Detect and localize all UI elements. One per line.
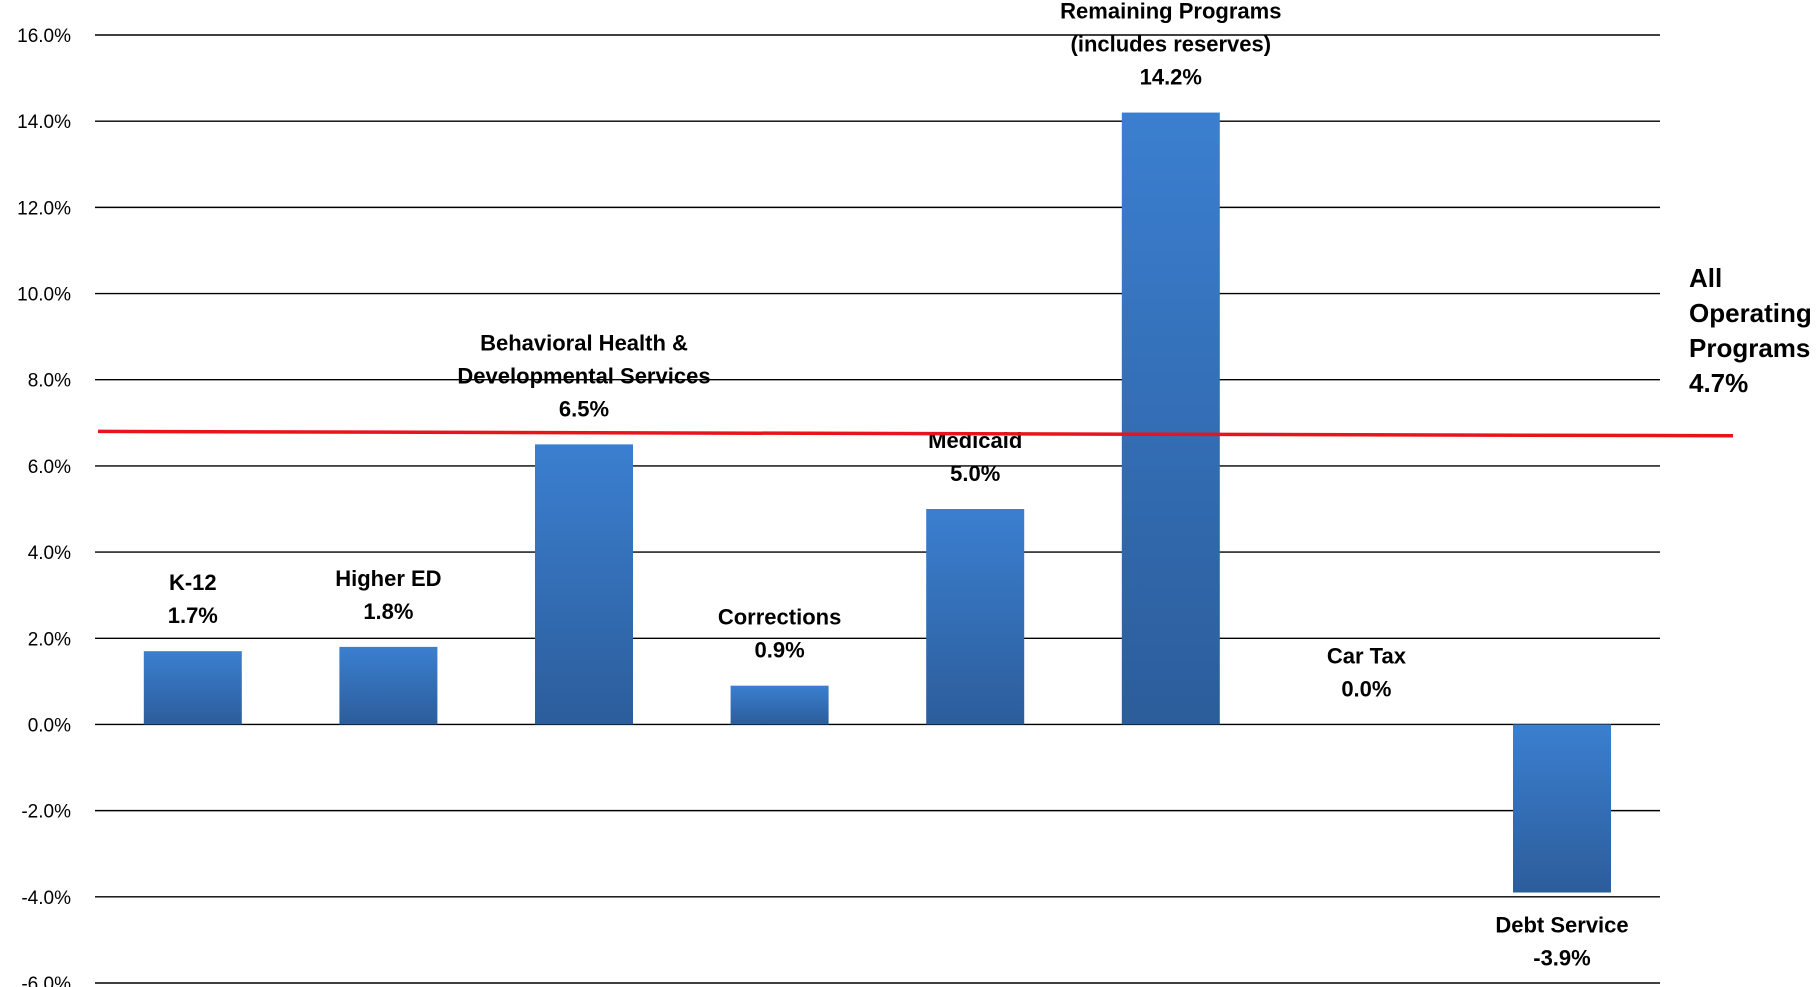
category-label: Debt Service [1495,913,1628,938]
bar [730,685,829,725]
y-tick-label: 4.0% [28,543,71,564]
data-label: 1.7% [168,603,218,628]
y-tick-label: -6.0% [21,974,71,987]
reference-line-group: All Operating Programs 4.7% [97,263,1812,438]
y-tick-label: -2.0% [21,802,71,823]
bar-labels: K-12 1.7% Higher ED 1.8% Behavioral Health &… [168,0,1629,971]
y-tick-label: 16.0% [17,26,71,47]
gridlines [95,34,1660,984]
bar [1121,112,1220,725]
category-label: Behavioral Health & [480,330,688,355]
y-tick-label: 14.0% [17,112,71,133]
category-label: Developmental Services [457,363,710,388]
y-axis-tick-labels: 16.0% 14.0% 12.0% 10.0% 8.0% 6.0% 4.0% 2.0% 0.0%… [17,26,71,987]
data-label: 0.0% [1341,676,1391,701]
data-label: -3.9% [1533,946,1590,971]
y-tick-label: 2.0% [28,629,71,650]
category-label: Medicaid [928,428,1022,453]
y-tick-label: 6.0% [28,457,71,478]
bar [1513,724,1611,893]
data-label: 0.9% [755,638,805,663]
category-label: Car Tax [1327,643,1407,668]
y-tick-label: 8.0% [28,371,71,392]
reference-line-label: Operating [1689,298,1812,328]
y-tick-label: 10.0% [17,285,71,306]
reference-line-label: Programs [1689,333,1810,363]
bar [926,509,1025,725]
y-tick-label: -4.0% [21,888,71,909]
y-tick-label: 12.0% [17,198,71,219]
category-label: K-12 [169,570,217,595]
data-label: 1.8% [363,599,413,624]
category-label: (includes reserves) [1071,32,1272,57]
category-label: Corrections [718,605,841,630]
bar [143,651,242,725]
bar [339,646,438,725]
reference-line-label: 4.7% [1689,368,1748,398]
category-label: Higher ED [335,566,441,591]
y-tick-label: 0.0% [28,715,71,736]
data-label: 5.0% [950,461,1000,486]
bar [535,444,633,725]
reference-line-label: All [1689,263,1722,293]
bars [143,112,1611,893]
category-label: Remaining Programs [1060,0,1281,24]
data-label: 14.2% [1140,65,1202,90]
data-label: 6.5% [559,396,609,421]
reference-line [97,429,1734,438]
